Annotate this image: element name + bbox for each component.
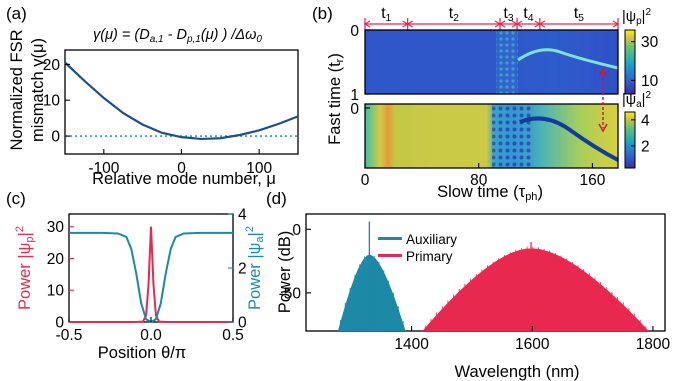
panel-b-ytick-label: 0 xyxy=(350,23,359,40)
panel-b-bottom-ytick-label: 0 xyxy=(350,101,359,118)
panel-c-primary-curve xyxy=(69,226,233,323)
spectrum-primary xyxy=(422,248,649,331)
heatmap-auxiliary-soliton xyxy=(519,116,619,162)
panel-c-xtick-label: 0.5 xyxy=(222,327,244,344)
panel-d-xtick-label: 1400 xyxy=(394,336,429,353)
panel-c-left-ytick-label: 0 xyxy=(55,315,64,332)
panel-c-right-ytick-label: 0 xyxy=(238,315,247,332)
legend-primary-swatch xyxy=(378,254,402,257)
panel-c-left-ytick-label: 20 xyxy=(47,251,65,268)
panel-a-curve xyxy=(64,61,299,141)
panel-c-xtick-label: 0.0 xyxy=(140,327,162,344)
heatmap-primary-ripple xyxy=(496,30,518,94)
panel-d-xtick-label: 1800 xyxy=(636,336,671,353)
colorbar-primary xyxy=(624,29,636,95)
panel-d-xlabel: Wavelength (nm) xyxy=(454,363,579,381)
panel-a-formula: γ(μ) = (Da,1 - Dp,1(μ) ) /Δω0 xyxy=(93,27,262,45)
panel-a: (a) γ(μ) = (Da,1 - Dp,1(μ) ) /Δω0 -100 0 1… xyxy=(6,4,299,188)
colorbar-auxiliary-tick-label: 2 xyxy=(641,138,650,155)
dashed-arrow-heads xyxy=(598,67,608,133)
panel-c-left-ytick-label: 10 xyxy=(47,283,65,300)
panel-a-ylabel-line2: mismatch γ(μ) xyxy=(29,38,47,142)
legend-primary-label: Primary xyxy=(406,249,453,264)
segment-arrowheads xyxy=(538,20,620,28)
panel-b-xlabel: Slow time (τph) xyxy=(437,183,543,203)
panel-b-yticks: 010 xyxy=(350,23,370,118)
segment-label: t5 xyxy=(574,5,584,24)
panel-b-segments: t1 t2 t3 t4 t5 xyxy=(363,5,620,30)
colorbar-primary-tick-label: 10 xyxy=(641,73,659,90)
colorbar-primary-tick-label: 30 xyxy=(641,34,659,51)
panel-b: (b) t1 t2 t3 t4 t5 010 0 80 160 Slow time (τph… xyxy=(312,4,659,203)
panel-d-plot: 1400 1600 1800 -50 0 xyxy=(279,213,671,353)
legend-auxiliary-label: Auxiliary xyxy=(406,232,457,247)
panel-a-xtick-label: 0 xyxy=(177,160,186,177)
colorbar-ticks: 10 30 2 4 xyxy=(631,34,659,155)
colorbar-auxiliary xyxy=(624,111,636,169)
panel-b-label: (b) xyxy=(312,4,333,23)
panel-b-ylabel: Fast time (tr) xyxy=(326,53,346,145)
panel-c-right-ytick-label: 4 xyxy=(238,207,247,224)
panel-b-xtick-label: 0 xyxy=(361,172,370,189)
panel-d: (d) 1400 1600 1800 -50 0 Wavelength (nm) Pow… xyxy=(266,189,671,381)
panel-c-xtick-label: -0.5 xyxy=(56,327,83,344)
heatmap-primary xyxy=(365,30,618,94)
panel-b-xticks: 0 80 160 xyxy=(361,163,606,189)
panel-c-right-ytick-label: 2 xyxy=(238,261,247,278)
heatmap-primary-frame xyxy=(364,29,619,95)
panel-a-plot: -100 0 100 0 10 20 xyxy=(43,49,299,177)
panel-a-label: (a) xyxy=(6,4,27,23)
segment-label: t4 xyxy=(523,5,533,24)
heatmap-primary-soliton xyxy=(517,48,619,70)
panel-a-xtick-label: -100 xyxy=(88,160,119,177)
panel-c-right-ylabel: Power |ψa|2 xyxy=(244,226,266,310)
panel-a-xlabel: Relative mode number, μ xyxy=(92,170,276,188)
segment-label: t2 xyxy=(449,5,459,24)
panel-c-left-ytick-label: 30 xyxy=(47,219,65,236)
panel-d-label: (d) xyxy=(266,189,287,208)
segment-label: t1 xyxy=(381,5,391,24)
colorbar-auxiliary-label: |ψa|2 xyxy=(622,90,651,110)
heatmap-auxiliary-ripple xyxy=(492,104,532,168)
panel-c-left-ylabel: Power |ψp|2 xyxy=(14,226,36,310)
panel-a-ytick-label: 10 xyxy=(43,93,61,110)
panel-a-ytick-label: 20 xyxy=(43,57,61,74)
panel-b-xtick-label: 80 xyxy=(470,172,488,189)
panel-a-frame xyxy=(64,49,299,155)
panel-d-ytick-label: -50 xyxy=(279,285,302,302)
panel-b-ytick-label: 1 xyxy=(350,87,359,104)
segment-label: t3 xyxy=(503,5,513,24)
legend-auxiliary-swatch xyxy=(378,237,402,240)
colorbar-primary-label: |ψp|2 xyxy=(622,7,651,27)
spectrum-auxiliary xyxy=(337,254,406,331)
panel-d-xtick-label: 1600 xyxy=(515,336,550,353)
panel-a-ytick-label: 0 xyxy=(51,129,60,146)
panel-d-ytick-label: 0 xyxy=(292,222,301,239)
panel-a-ylabel-line1: Normalized FSR xyxy=(8,29,26,150)
panel-d-ylabel: Power (dB) xyxy=(276,231,294,314)
heatmap-auxiliary-frame xyxy=(364,103,619,169)
colorbar-auxiliary-tick-label: 4 xyxy=(641,112,650,129)
panel-c-label: (c) xyxy=(6,189,26,208)
panel-c-xlabel: Position θ/π xyxy=(98,344,186,362)
panel-b-xtick-label: 160 xyxy=(579,172,605,189)
panel-a-xtick-label: 100 xyxy=(246,160,272,177)
